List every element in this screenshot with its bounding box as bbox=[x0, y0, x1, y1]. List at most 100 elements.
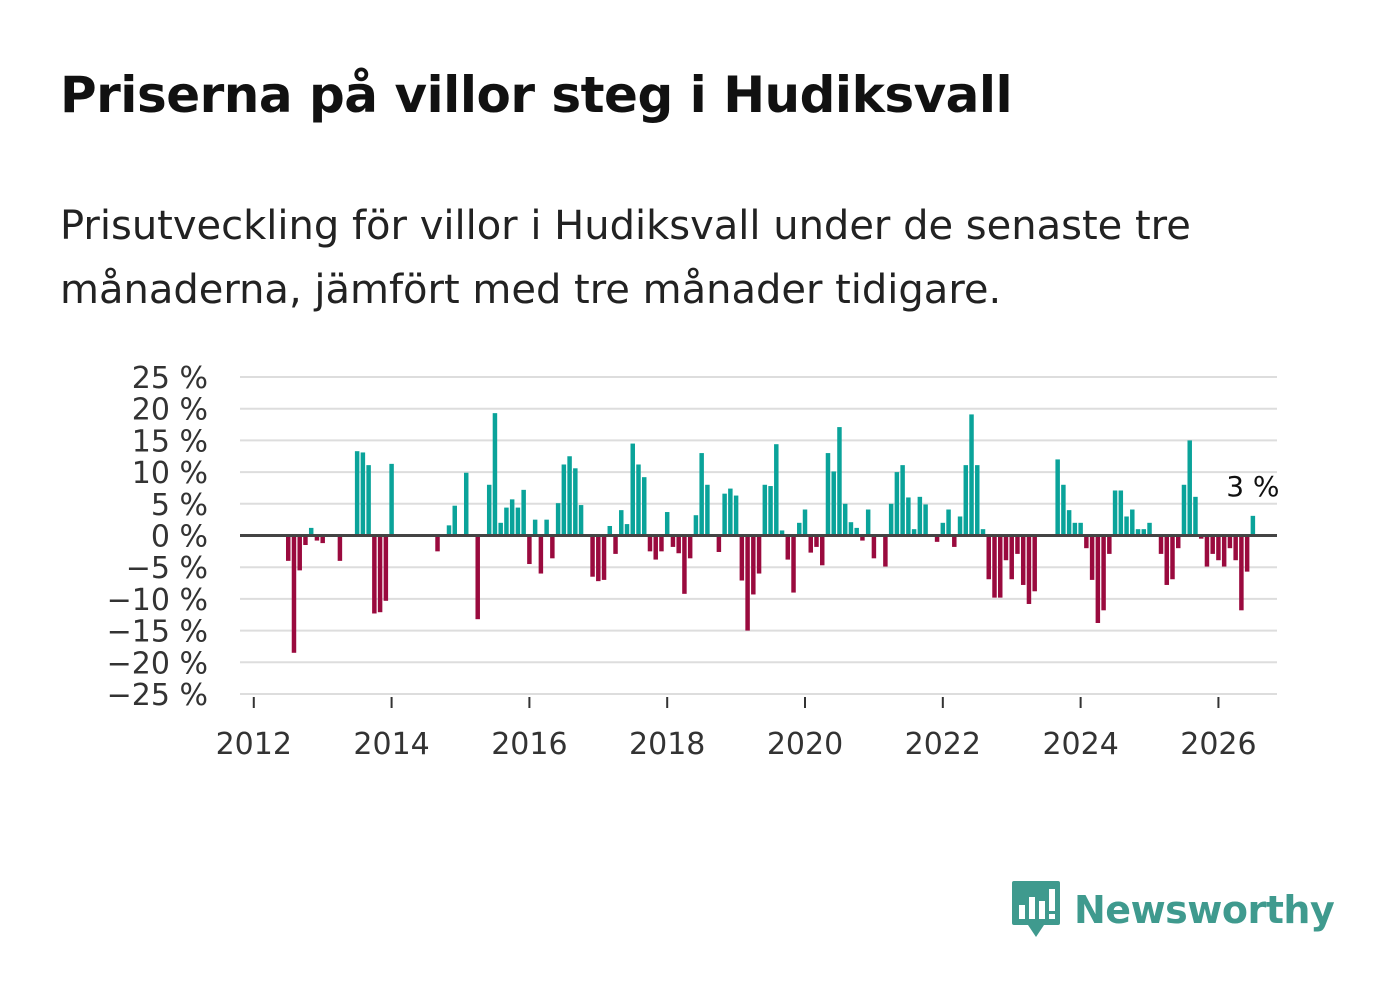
bar bbox=[934, 535, 940, 542]
bar bbox=[969, 414, 974, 536]
bar bbox=[463, 472, 469, 536]
y-tick-label: 20 % bbox=[132, 393, 208, 428]
y-tick-label: 0 % bbox=[151, 520, 208, 555]
bar bbox=[636, 464, 641, 536]
bar bbox=[389, 463, 394, 536]
bar bbox=[337, 535, 343, 561]
x-tick-label: 2020 bbox=[767, 727, 843, 762]
bar bbox=[285, 535, 291, 561]
bar bbox=[366, 465, 371, 536]
bar bbox=[733, 495, 739, 536]
bar bbox=[808, 535, 813, 553]
bar bbox=[1239, 535, 1244, 611]
y-axis-ticks: 25 %20 %15 %10 %5 %0 %−5 %−10 %−15 %−20 … bbox=[107, 361, 208, 713]
bar bbox=[642, 477, 647, 536]
bar bbox=[291, 535, 297, 653]
bar bbox=[842, 503, 848, 536]
bar bbox=[963, 465, 969, 536]
bar bbox=[894, 472, 900, 536]
x-tick-label: 2012 bbox=[216, 727, 292, 762]
bar bbox=[923, 504, 928, 536]
bar bbox=[820, 535, 825, 566]
bar bbox=[940, 522, 946, 536]
bar bbox=[377, 535, 383, 613]
bar bbox=[619, 510, 624, 536]
bar bbox=[555, 503, 561, 536]
bars bbox=[285, 413, 1256, 653]
bar bbox=[383, 535, 389, 601]
bar bbox=[1072, 522, 1078, 536]
bar bbox=[1089, 535, 1095, 580]
bar bbox=[573, 468, 578, 536]
bar bbox=[544, 519, 549, 536]
bar bbox=[1095, 535, 1101, 623]
bar bbox=[957, 516, 963, 536]
bar bbox=[515, 507, 521, 536]
y-tick-label: 15 % bbox=[132, 424, 208, 459]
bar bbox=[699, 453, 704, 536]
bar bbox=[475, 535, 480, 620]
bar bbox=[578, 505, 584, 536]
brand-name: Newsworthy bbox=[1074, 888, 1335, 932]
y-tick-label: −25 % bbox=[107, 678, 208, 713]
bar bbox=[1020, 535, 1026, 585]
bar bbox=[504, 507, 509, 536]
x-tick-label: 2014 bbox=[353, 727, 429, 762]
bar bbox=[802, 509, 808, 536]
bar bbox=[739, 535, 745, 581]
bar bbox=[1210, 535, 1215, 554]
bar bbox=[1026, 535, 1032, 604]
x-tick-label: 2016 bbox=[491, 727, 567, 762]
bar bbox=[647, 535, 653, 552]
bar bbox=[1227, 535, 1233, 549]
bar bbox=[659, 535, 664, 552]
bar bbox=[1204, 535, 1210, 567]
x-axis-ticks: 2012 2014 2016 2018 2020 2022 2024 2026 bbox=[216, 693, 1277, 762]
bar bbox=[320, 535, 325, 544]
bar bbox=[297, 535, 302, 571]
bar bbox=[561, 464, 567, 536]
x-tick-label: 2018 bbox=[629, 727, 705, 762]
bar bbox=[911, 529, 917, 536]
y-tick-label: 25 % bbox=[132, 361, 208, 396]
bar bbox=[745, 535, 750, 631]
bar bbox=[1130, 509, 1135, 536]
bar bbox=[998, 535, 1003, 598]
bar bbox=[825, 453, 831, 536]
newsworthy-icon bbox=[1012, 881, 1060, 937]
bar bbox=[532, 519, 538, 536]
bar bbox=[509, 499, 515, 536]
bar bbox=[791, 535, 796, 593]
bar bbox=[538, 535, 544, 574]
bar bbox=[986, 535, 991, 580]
bar bbox=[1198, 535, 1204, 539]
x-tick-label: 2022 bbox=[905, 727, 981, 762]
y-tick-label: −20 % bbox=[107, 646, 208, 681]
bar bbox=[590, 535, 595, 577]
bar bbox=[567, 456, 572, 536]
bar bbox=[728, 488, 733, 536]
bar bbox=[596, 535, 601, 582]
bar bbox=[1170, 535, 1175, 580]
bar bbox=[705, 484, 710, 536]
bar bbox=[756, 535, 762, 574]
bar bbox=[446, 525, 452, 536]
bar bbox=[774, 444, 779, 536]
y-tick-label: −10 % bbox=[107, 583, 208, 618]
bar bbox=[527, 535, 532, 565]
bar bbox=[716, 535, 722, 552]
bar bbox=[1135, 529, 1141, 536]
bar bbox=[1084, 535, 1089, 549]
bar bbox=[550, 535, 555, 559]
bar bbox=[624, 524, 630, 536]
bar bbox=[837, 427, 842, 536]
bar bbox=[687, 535, 693, 559]
bar bbox=[653, 535, 658, 560]
newsworthy-logo: Newsworthy bbox=[1010, 878, 1335, 942]
bar bbox=[1250, 515, 1256, 536]
x-tick-label: 2026 bbox=[1180, 727, 1256, 762]
bar bbox=[751, 535, 756, 595]
bar bbox=[303, 535, 308, 546]
x-tick-label: 2024 bbox=[1042, 727, 1118, 762]
y-tick-label: −15 % bbox=[107, 615, 208, 650]
